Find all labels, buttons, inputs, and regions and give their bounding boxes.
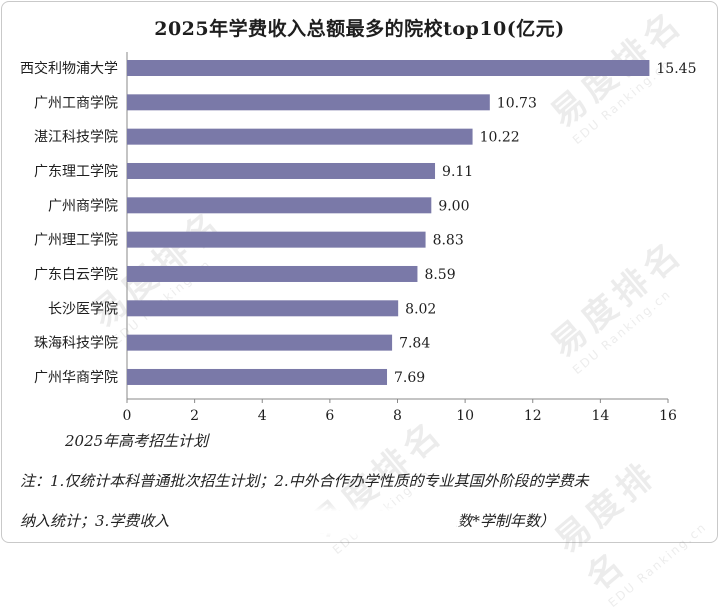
redaction-mark <box>198 511 456 533</box>
data-label: 9.11 <box>442 164 473 180</box>
category-label: 湛江科技学院 <box>34 130 118 146</box>
bar-6 <box>127 231 426 248</box>
bar-3 <box>127 128 473 145</box>
source-text: 来源：2025年高考招生计划 <box>20 432 209 450</box>
category-label: 长沙医学院 <box>48 301 118 317</box>
x-tick-label: 4 <box>258 408 267 424</box>
data-label: 8.59 <box>424 267 455 283</box>
x-tick-label: 14 <box>591 408 609 424</box>
category-label: 广东理工学院 <box>34 164 118 180</box>
note-line-2-start: 纳入统计；3.学费收入 <box>20 512 170 530</box>
bar-8 <box>127 300 399 317</box>
redaction-mark <box>16 432 58 452</box>
data-label: 10.22 <box>480 130 520 146</box>
chart-title: 2025年学费收入总额最多的院校top10(亿元) <box>154 18 565 40</box>
x-tick-label: 12 <box>524 408 542 424</box>
bar-1 <box>127 60 650 76</box>
x-tick-label: 0 <box>123 408 132 424</box>
x-tick-label: 16 <box>659 408 677 424</box>
data-label: 8.83 <box>433 233 464 249</box>
bar-2 <box>127 94 490 111</box>
data-label: 15.45 <box>656 61 696 77</box>
category-label: 广州工商学院 <box>34 95 118 111</box>
bar-4 <box>127 162 436 179</box>
category-label: 广东白云学院 <box>34 267 118 283</box>
category-label: 广州商学院 <box>48 198 118 214</box>
category-label: 广州华商学院 <box>34 370 118 386</box>
bar-7 <box>127 265 418 282</box>
x-tick-label: 10 <box>456 408 474 424</box>
data-label: 9.00 <box>438 198 469 214</box>
x-tick-label: 2 <box>190 408 199 424</box>
category-label: 珠海科技学院 <box>34 336 118 352</box>
x-tick-label: 6 <box>325 408 334 424</box>
note-line-2: 纳入统计；3.学费收入 划人数*学制年数） <box>20 510 555 531</box>
note-line-2-end: 划人数*学制年数） <box>427 512 555 530</box>
data-label: 7.84 <box>399 336 430 352</box>
data-label: 10.73 <box>497 95 537 111</box>
x-tick-label: 8 <box>393 408 402 424</box>
category-label: 西交利物浦大学 <box>20 60 118 77</box>
bar-5 <box>127 197 432 214</box>
data-label: 8.02 <box>405 301 436 317</box>
data-label: 7.69 <box>394 370 425 386</box>
note-line-1: 注：1.仅统计本科普通批次招生计划；2.中外合作办学性质的专业其国外阶段的学费未 <box>20 472 589 490</box>
bar-chart: 西交利物浦大学 15.45 广州工商学院 10.73 湛江科技学院 10.22 广东理工学院… <box>20 52 696 424</box>
category-label: 广州理工学院 <box>34 233 118 249</box>
bar-10 <box>127 368 388 385</box>
bar-9 <box>127 334 393 351</box>
